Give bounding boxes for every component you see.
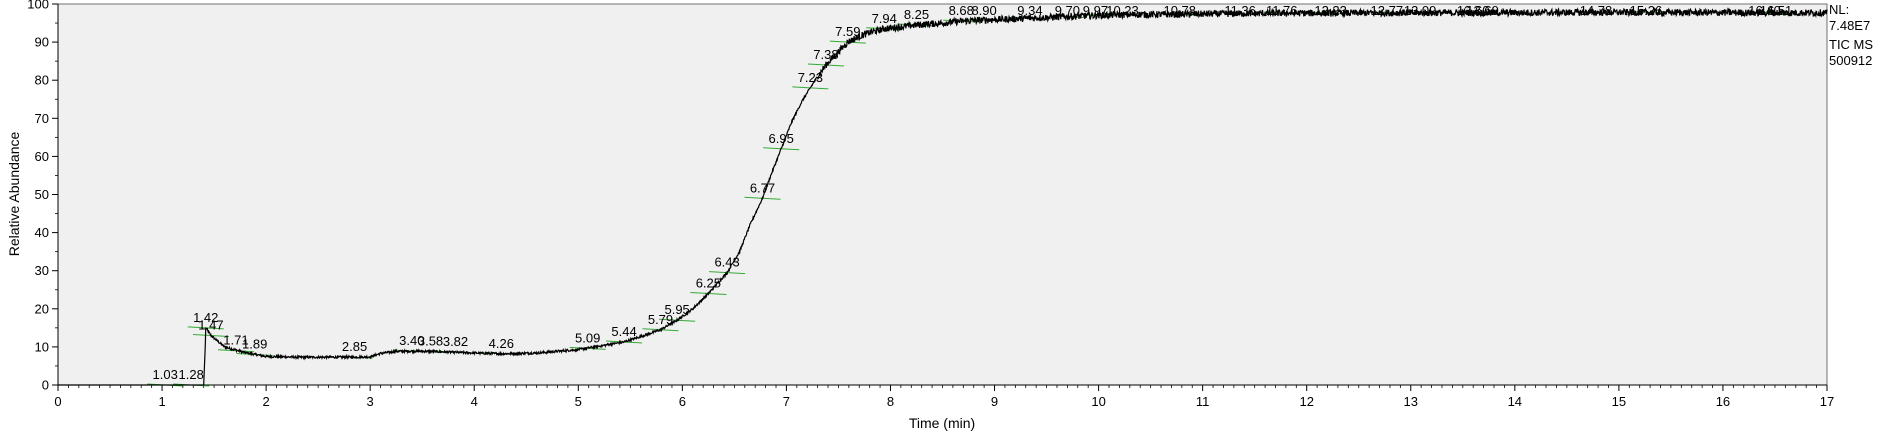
- x-tick-label: 10: [1091, 394, 1105, 409]
- peak-label: 5.95: [664, 302, 689, 317]
- peak-label: 11.36: [1224, 3, 1256, 18]
- peak-label: 5.44: [611, 324, 636, 339]
- x-tick-label: 3: [367, 394, 374, 409]
- peak-label: 12.23: [1314, 3, 1347, 18]
- peak-label: 2.85: [342, 339, 367, 354]
- peak-label: 9.70: [1055, 3, 1080, 18]
- peak-label: 6.25: [696, 276, 721, 291]
- peak-label: 7.38: [813, 47, 838, 62]
- x-tick-label: 8: [887, 394, 894, 409]
- x-tick-label: 15: [1612, 394, 1626, 409]
- peak-label: 6.77: [750, 180, 775, 195]
- peak-label: 13.69: [1466, 3, 1499, 18]
- peak-label: 9.97: [1083, 3, 1108, 18]
- peak-label: 4.26: [489, 336, 514, 351]
- peak-label: 1.42: [193, 310, 218, 325]
- peak-label: 8.90: [971, 3, 996, 18]
- peak-label: 5.09: [575, 330, 600, 345]
- peak-label: 7.59: [835, 24, 860, 39]
- x-axis-title: Time (min): [909, 415, 975, 431]
- info-block: NL: 7.48E7 TIC MS 500912: [1829, 2, 1873, 68]
- peak-label: 7.94: [872, 11, 897, 26]
- y-tick-label: 0: [42, 378, 49, 393]
- x-tick-label: 16: [1716, 394, 1730, 409]
- info-line-4: 500912: [1829, 53, 1872, 68]
- info-line-2: 7.48E7: [1829, 18, 1870, 33]
- x-tick-label: 7: [783, 394, 790, 409]
- peak-label: 8.25: [904, 7, 929, 22]
- peak-label: 13.09: [1404, 3, 1437, 18]
- peak-label: 10.78: [1163, 3, 1196, 18]
- x-tick-label: 2: [263, 394, 270, 409]
- y-axis-title: Relative Abundance: [6, 132, 22, 257]
- peak-label: 1.28: [179, 367, 204, 382]
- info-line-3: TIC MS: [1829, 37, 1873, 52]
- x-tick-label: 12: [1299, 394, 1313, 409]
- x-tick-label: 11: [1196, 394, 1210, 409]
- peak-label: 14.78: [1580, 3, 1613, 18]
- y-tick-label: 70: [35, 111, 49, 126]
- peak-label: 11.76: [1266, 3, 1298, 18]
- peak-label: 5.79: [648, 312, 673, 327]
- peak-label: 16.40: [1748, 3, 1781, 18]
- y-axis: 0 10 20 30 40 50 60 70 80 90 100: [27, 0, 59, 393]
- y-tick-label: 10: [35, 339, 49, 354]
- peak-label: 7.23: [798, 70, 823, 85]
- peak-label: 6.43: [714, 255, 739, 270]
- x-tick-label: 9: [991, 394, 998, 409]
- peak-label: 3.82: [443, 334, 468, 349]
- info-line-1: NL:: [1829, 2, 1849, 17]
- x-tick-label: 6: [679, 394, 686, 409]
- peak-label: 1.71: [223, 333, 248, 348]
- tic-trace-line: [58, 6, 1828, 386]
- peak-label: 12.77: [1371, 3, 1404, 18]
- y-tick-label: 80: [35, 73, 49, 88]
- x-tick-label: 14: [1508, 394, 1522, 409]
- y-tick-label: 20: [35, 301, 49, 316]
- x-tick-label: 5: [575, 394, 582, 409]
- y-tick-label: 90: [35, 35, 49, 50]
- x-tick-label: 4: [471, 394, 478, 409]
- peak-label: 10.23: [1106, 3, 1139, 18]
- x-tick-label: 1: [158, 394, 165, 409]
- x-axis: 0 1 2 3 4 5 6 7 8 9 10 11 12 13 14 15 16 17: [54, 384, 1834, 409]
- peak-label: 1.03: [153, 367, 178, 382]
- y-tick-label: 60: [35, 149, 49, 164]
- x-tick-label: 17: [1820, 394, 1834, 409]
- peak-label: 1.47: [198, 317, 223, 332]
- x-tick-label: 13: [1404, 394, 1418, 409]
- peak-label: 9.34: [1017, 3, 1042, 18]
- y-tick-label: 100: [27, 0, 49, 12]
- peak-label: 6.95: [769, 131, 794, 146]
- peak-label: 1.89: [242, 337, 267, 352]
- peak-label: 3.40: [399, 333, 424, 348]
- peak-label: 13.60: [1457, 3, 1490, 18]
- peak-label: 3.58: [418, 333, 443, 348]
- peak-marker: [569, 346, 606, 350]
- y-tick-label: 40: [35, 225, 49, 240]
- peak-label: 16.51: [1760, 3, 1793, 18]
- y-tick-label: 30: [35, 263, 49, 278]
- x-tick-label: 0: [54, 394, 61, 409]
- plot-area: [57, 3, 1828, 386]
- peak-labels: 1.03 1.28 1.421.471.711.89 2.85 3.403.58 3.82…: [153, 3, 1793, 382]
- y-tick-label: 50: [35, 187, 49, 202]
- peak-label: 15.26: [1630, 3, 1663, 18]
- peak-label: 8.68: [949, 3, 974, 18]
